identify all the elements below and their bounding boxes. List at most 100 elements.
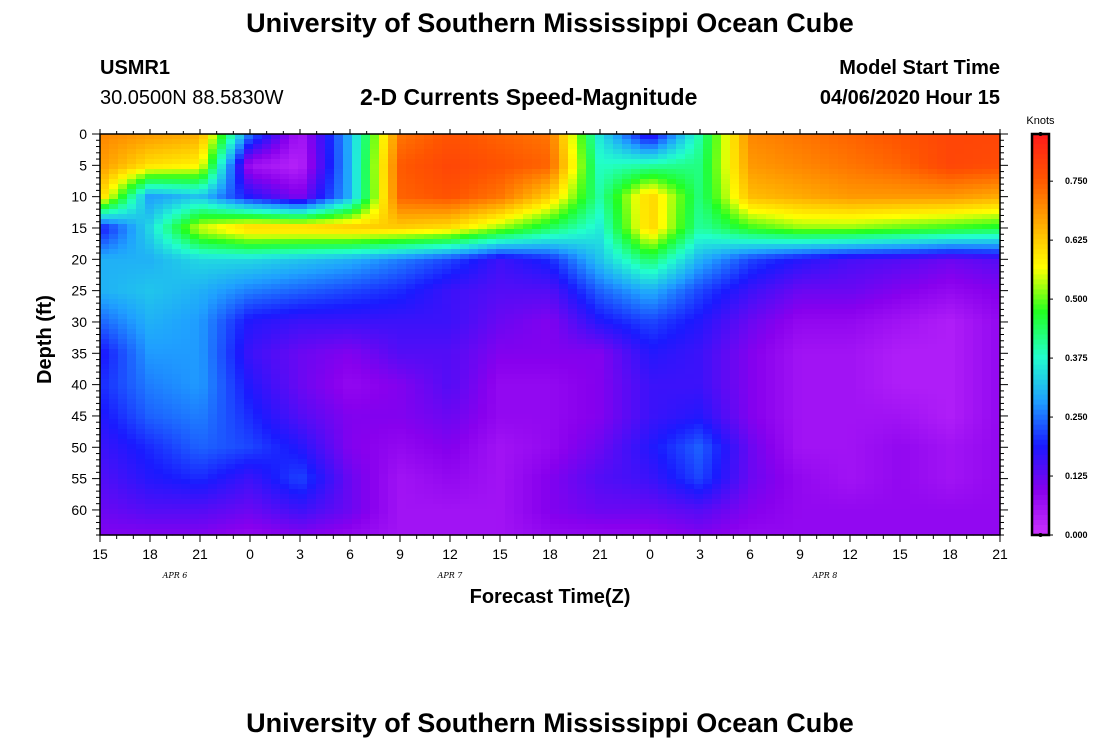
- heatmap-cell: [622, 374, 632, 380]
- heatmap-cell: [523, 374, 533, 380]
- heatmap-cell: [946, 234, 956, 240]
- heatmap-cell: [937, 234, 947, 240]
- heatmap-cell: [613, 234, 623, 240]
- heatmap-cell: [118, 309, 128, 315]
- heatmap-cell: [937, 169, 947, 175]
- heatmap-cell: [316, 164, 326, 170]
- heatmap-cell: [982, 344, 992, 350]
- heatmap-cell: [361, 344, 371, 350]
- heatmap-cell: [190, 249, 200, 255]
- heatmap-cell: [847, 139, 857, 145]
- heatmap-cell: [262, 189, 272, 195]
- heatmap-cell: [577, 289, 587, 295]
- heatmap-cell: [676, 184, 686, 190]
- heatmap-cell: [262, 369, 272, 375]
- heatmap-cell: [496, 229, 506, 235]
- heatmap-cell: [703, 359, 713, 365]
- heatmap-cell: [667, 274, 677, 280]
- heatmap-cell: [289, 304, 299, 310]
- heatmap-cell: [973, 319, 983, 325]
- heatmap-cell: [433, 244, 443, 250]
- heatmap-cell: [478, 139, 488, 145]
- heatmap-cell: [307, 304, 317, 310]
- heatmap-cell: [829, 344, 839, 350]
- heatmap-cell: [181, 274, 191, 280]
- heatmap-cell: [892, 174, 902, 180]
- heatmap-cell: [928, 344, 938, 350]
- heatmap-cell: [100, 154, 110, 160]
- heatmap-cell: [406, 134, 416, 140]
- heatmap-cell: [631, 319, 641, 325]
- heatmap-cell: [163, 299, 173, 305]
- heatmap-cell: [586, 154, 596, 160]
- heatmap-cell: [910, 254, 920, 260]
- heatmap-cell: [676, 344, 686, 350]
- heatmap-cell: [190, 334, 200, 340]
- heatmap-cell: [154, 214, 164, 220]
- heatmap-cell: [100, 344, 110, 350]
- heatmap-cell: [460, 259, 470, 265]
- heatmap-cell: [694, 179, 704, 185]
- heatmap-cell: [865, 184, 875, 190]
- heatmap-cell: [541, 299, 551, 305]
- heatmap-cell: [451, 199, 461, 205]
- heatmap-cell: [298, 294, 308, 300]
- heatmap-cell: [658, 189, 668, 195]
- heatmap-cell: [955, 324, 965, 330]
- heatmap-cell: [649, 149, 659, 155]
- heatmap-cell: [658, 349, 668, 355]
- heatmap-cell: [847, 299, 857, 305]
- heatmap-cell: [658, 344, 668, 350]
- heatmap-cell: [631, 169, 641, 175]
- heatmap-cell: [496, 134, 506, 140]
- heatmap-cell: [649, 259, 659, 265]
- heatmap-cell: [721, 229, 731, 235]
- heatmap-cell: [190, 159, 200, 165]
- heatmap-cell: [397, 234, 407, 240]
- heatmap-cell: [442, 179, 452, 185]
- heatmap-cell: [325, 364, 335, 370]
- heatmap-cell: [811, 204, 821, 210]
- heatmap-cell: [559, 309, 569, 315]
- heatmap-cell: [622, 319, 632, 325]
- heatmap-cell: [127, 374, 137, 380]
- heatmap-cell: [847, 324, 857, 330]
- heatmap-cell: [397, 144, 407, 150]
- heatmap-cell: [955, 194, 965, 200]
- heatmap-cell: [820, 339, 830, 345]
- heatmap-cell: [973, 249, 983, 255]
- heatmap-cell: [514, 174, 524, 180]
- heatmap-cell: [829, 134, 839, 140]
- heatmap-cell: [154, 139, 164, 145]
- heatmap-cell: [586, 169, 596, 175]
- heatmap-cell: [307, 274, 317, 280]
- heatmap-cell: [883, 199, 893, 205]
- heatmap-cell: [802, 169, 812, 175]
- heatmap-cell: [793, 349, 803, 355]
- heatmap-cell: [298, 189, 308, 195]
- heatmap-cell: [523, 244, 533, 250]
- heatmap-cell: [640, 239, 650, 245]
- heatmap-cell: [541, 284, 551, 290]
- heatmap-cell: [361, 299, 371, 305]
- heatmap-cell: [613, 274, 623, 280]
- heatmap-cell: [343, 254, 353, 260]
- heatmap-cell: [568, 299, 578, 305]
- heatmap-cell: [172, 314, 182, 320]
- heatmap-cell: [730, 159, 740, 165]
- heatmap-cell: [568, 179, 578, 185]
- heatmap-cell: [757, 184, 767, 190]
- heatmap-cell: [901, 169, 911, 175]
- heatmap-cell: [703, 199, 713, 205]
- heatmap-cell: [955, 134, 965, 140]
- heatmap-cell: [577, 189, 587, 195]
- heatmap-cell: [289, 374, 299, 380]
- heatmap-cell: [469, 249, 479, 255]
- heatmap-cell: [118, 284, 128, 290]
- heatmap-cell: [757, 154, 767, 160]
- heatmap-cell: [595, 334, 605, 340]
- heatmap-cell: [676, 214, 686, 220]
- heatmap-cell: [316, 324, 326, 330]
- heatmap-cell: [550, 189, 560, 195]
- heatmap-cell: [424, 289, 434, 295]
